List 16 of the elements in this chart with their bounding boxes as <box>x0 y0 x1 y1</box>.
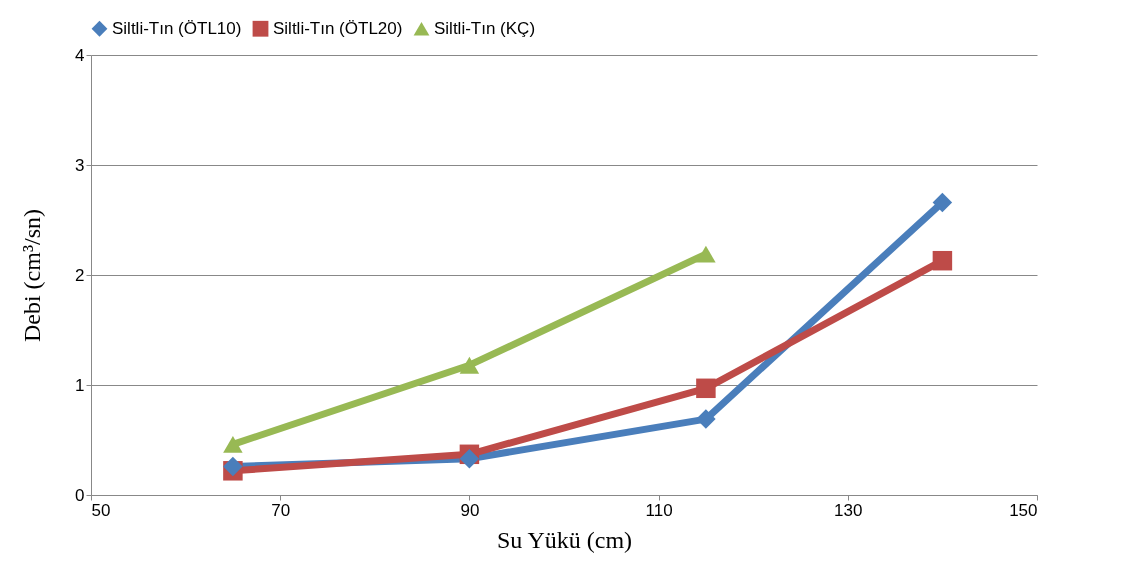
x-tick-label: 130 <box>834 500 863 520</box>
legend-label: Siltli-Tın (ÖTL10) <box>112 18 242 38</box>
legend-label: Siltli-Tın (KÇ) <box>434 18 536 38</box>
x-tick-label: 110 <box>645 500 673 520</box>
y-tick-label: 4 <box>75 45 85 65</box>
y-tick-label: 3 <box>75 155 85 175</box>
y-tick-label: 2 <box>75 265 85 285</box>
x-tick-label: 90 <box>460 500 480 520</box>
y-tick-label: 1 <box>75 375 85 395</box>
x-tick-label: 50 <box>91 500 111 520</box>
x-axis-title: Su Yükü (cm) <box>496 526 633 553</box>
legend-label: Siltli-Tın (ÖTL20) <box>273 18 403 38</box>
x-tick-label: 150 <box>1009 500 1038 520</box>
y-axis-title: Debi (cm³/sn) <box>19 208 46 343</box>
x-tick-label: 70 <box>271 500 291 520</box>
y-tick-label: 0 <box>75 485 85 505</box>
